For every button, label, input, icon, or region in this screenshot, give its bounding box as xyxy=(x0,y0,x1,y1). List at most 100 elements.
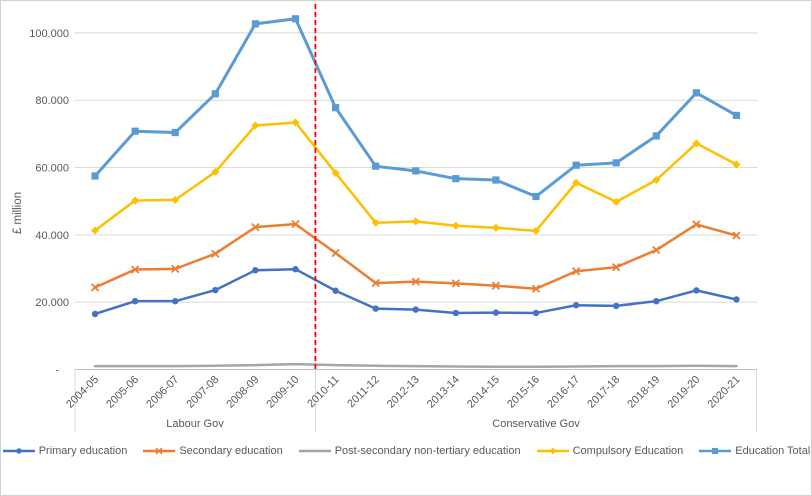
marker-square xyxy=(452,175,460,183)
legend-label: Compulsory Education xyxy=(572,445,684,457)
marker-diamond xyxy=(572,178,581,187)
marker-circle xyxy=(372,305,379,312)
series-line-compulsory-education xyxy=(93,121,738,233)
marker-square xyxy=(171,128,179,137)
marker-square xyxy=(572,161,580,169)
x-tick-label: 2005-06 xyxy=(104,374,141,411)
legend-swatch xyxy=(536,447,569,455)
marker-diamond xyxy=(549,447,556,455)
marker-square xyxy=(251,20,259,28)
marker-diamond xyxy=(612,197,621,206)
legend-item-primary-education: Primary education xyxy=(2,445,127,457)
y-tick-label: 40.000 xyxy=(35,230,69,242)
marker-x xyxy=(692,220,701,229)
marker-circle xyxy=(212,286,219,294)
marker-diamond xyxy=(291,118,300,127)
x-tick-label: 2016-17 xyxy=(545,374,582,411)
marker-circle xyxy=(452,309,460,317)
marker-x xyxy=(612,263,621,272)
marker-x xyxy=(91,283,99,292)
x-tick-label: 2015-16 xyxy=(505,374,542,411)
legend-swatch xyxy=(298,449,331,453)
x-tick-label: 2013-14 xyxy=(425,374,462,411)
marker-x xyxy=(156,447,163,455)
x-tick-label: 2017-18 xyxy=(585,374,622,411)
legend-swatch xyxy=(2,448,35,454)
marker-x xyxy=(492,281,500,290)
x-tick-label: 2019-20 xyxy=(665,374,702,411)
x-tick-label: 2011-12 xyxy=(345,374,381,410)
x-tick-label: 2007-08 xyxy=(184,374,221,411)
marker-circle xyxy=(572,302,580,309)
marker-square xyxy=(692,89,700,97)
marker-diamond xyxy=(331,168,340,177)
marker-circle xyxy=(412,306,419,313)
x-tick-label: 2006-07 xyxy=(144,374,181,411)
x-tick-label: 2004-05 xyxy=(64,374,101,411)
marker-square xyxy=(612,159,620,167)
x-tick-label: 2020-21 xyxy=(706,374,743,411)
marker-square xyxy=(412,167,420,175)
marker-x xyxy=(371,279,380,287)
marker-x xyxy=(331,249,340,257)
marker-x xyxy=(171,264,180,273)
legend-item-education-total: Education Total xyxy=(698,445,810,457)
y-tick-label: - xyxy=(55,365,59,377)
x-tick-label: 2012-13 xyxy=(385,374,422,411)
legend-label: Education Total xyxy=(735,445,811,457)
marker-square xyxy=(211,90,219,98)
marker-x xyxy=(291,220,300,228)
x-tick-label: 2010-11 xyxy=(305,374,341,410)
marker-square xyxy=(532,192,540,201)
marker-x xyxy=(732,231,741,240)
marker-square xyxy=(732,111,741,119)
x-tick-label: 2009-10 xyxy=(265,374,302,411)
marker-diamond xyxy=(732,160,741,169)
marker-square xyxy=(131,127,139,135)
marker-x xyxy=(251,223,260,232)
marker-x xyxy=(572,267,581,276)
marker-diamond xyxy=(532,226,541,235)
marker-diamond xyxy=(251,121,260,130)
marker-circle xyxy=(532,309,540,317)
legend-item-compulsory-education: Compulsory Education xyxy=(536,445,684,457)
marker-diamond xyxy=(652,176,661,185)
marker-square xyxy=(291,15,300,23)
marker-circle xyxy=(693,287,700,294)
marker-square xyxy=(492,176,500,184)
legend-item-secondary-education: Secondary education xyxy=(142,445,283,457)
marker-circle xyxy=(612,302,620,310)
marker-circle xyxy=(492,309,500,316)
marker-circle xyxy=(172,297,179,305)
marker-circle xyxy=(91,310,99,318)
group-label-labour: Labour Gov xyxy=(166,418,224,430)
marker-diamond xyxy=(371,218,380,227)
marker-square xyxy=(91,172,99,180)
marker-x xyxy=(532,284,540,293)
series-line-post-secondary-non-tertiary-education xyxy=(93,362,738,369)
marker-square xyxy=(331,104,340,112)
group-label-conservative: Conservative Gov xyxy=(492,418,580,430)
marker-diamond xyxy=(451,221,460,230)
legend-label: Post-secondary non-tertiary education xyxy=(334,445,521,457)
marker-circle xyxy=(733,296,740,303)
marker-x xyxy=(131,265,140,274)
y-tick-label: 60.000 xyxy=(35,163,69,175)
marker-circle xyxy=(653,297,660,305)
x-tick-label: 2008-09 xyxy=(224,374,261,411)
legend-swatch xyxy=(143,447,176,455)
marker-square xyxy=(372,162,380,170)
marker-square xyxy=(712,447,719,455)
legend-label: Secondary education xyxy=(179,445,283,457)
marker-x xyxy=(411,277,420,286)
marker-diamond xyxy=(411,217,420,226)
marker-x xyxy=(211,249,220,258)
marker-circle xyxy=(332,287,339,294)
marker-circle xyxy=(292,266,299,273)
marker-diamond xyxy=(211,167,220,176)
x-tick-label: 2018-19 xyxy=(625,374,662,411)
marker-diamond xyxy=(692,139,701,148)
legend-item-post-secondary-non-tertiary-education: Post-secondary non-tertiary education xyxy=(298,445,521,457)
